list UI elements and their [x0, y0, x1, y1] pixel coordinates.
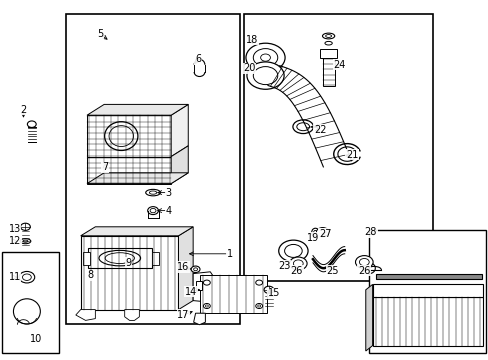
- Polygon shape: [87, 157, 171, 184]
- Polygon shape: [195, 281, 202, 290]
- Polygon shape: [124, 310, 139, 320]
- Bar: [368, 230, 485, 353]
- Text: 2: 2: [20, 105, 26, 115]
- Text: 18: 18: [245, 35, 258, 45]
- Polygon shape: [320, 49, 337, 58]
- Ellipse shape: [322, 33, 334, 39]
- Text: 23: 23: [278, 261, 290, 271]
- Text: 8: 8: [87, 270, 93, 280]
- Polygon shape: [375, 274, 481, 279]
- Text: 11: 11: [8, 272, 21, 282]
- Ellipse shape: [292, 120, 313, 134]
- Bar: [66, 14, 239, 324]
- Text: 25: 25: [325, 266, 338, 276]
- Polygon shape: [322, 58, 334, 86]
- Ellipse shape: [20, 239, 31, 244]
- Ellipse shape: [264, 286, 273, 293]
- Text: 26: 26: [357, 266, 370, 276]
- Polygon shape: [81, 236, 178, 310]
- Ellipse shape: [145, 189, 160, 196]
- Text: 16: 16: [177, 262, 189, 272]
- Polygon shape: [171, 146, 188, 184]
- Polygon shape: [372, 284, 482, 297]
- Ellipse shape: [147, 207, 158, 215]
- Ellipse shape: [104, 122, 138, 150]
- Text: 12: 12: [8, 236, 21, 246]
- Polygon shape: [87, 173, 188, 184]
- Polygon shape: [81, 227, 193, 236]
- Text: 3: 3: [165, 188, 171, 198]
- Circle shape: [316, 228, 328, 237]
- Polygon shape: [199, 275, 266, 313]
- Polygon shape: [87, 104, 188, 115]
- Text: 26: 26: [290, 266, 303, 276]
- Text: 21: 21: [345, 150, 358, 160]
- Polygon shape: [87, 115, 171, 157]
- Ellipse shape: [255, 280, 262, 285]
- Text: 20: 20: [243, 63, 255, 73]
- Ellipse shape: [203, 280, 210, 285]
- Text: 1: 1: [226, 249, 232, 259]
- Text: 15: 15: [267, 288, 280, 298]
- Text: 22: 22: [313, 125, 326, 135]
- Bar: [2, 252, 59, 353]
- Text: 6: 6: [195, 54, 201, 64]
- Ellipse shape: [191, 266, 200, 273]
- Polygon shape: [193, 313, 205, 325]
- Text: 24: 24: [333, 60, 346, 70]
- Polygon shape: [171, 104, 188, 157]
- Ellipse shape: [27, 121, 36, 127]
- Polygon shape: [88, 248, 151, 268]
- Polygon shape: [372, 297, 482, 346]
- Text: 14: 14: [184, 287, 197, 297]
- Polygon shape: [193, 272, 212, 302]
- Ellipse shape: [311, 228, 319, 236]
- Polygon shape: [178, 227, 193, 310]
- Polygon shape: [151, 252, 159, 265]
- Text: 5: 5: [97, 29, 103, 39]
- Text: 10: 10: [29, 334, 42, 344]
- Polygon shape: [365, 284, 372, 351]
- Circle shape: [289, 257, 306, 270]
- Ellipse shape: [20, 223, 30, 230]
- Ellipse shape: [255, 303, 262, 309]
- Text: 27: 27: [318, 229, 331, 239]
- Circle shape: [246, 62, 284, 89]
- Circle shape: [278, 240, 307, 262]
- Polygon shape: [83, 252, 90, 265]
- Ellipse shape: [324, 41, 332, 45]
- Text: 19: 19: [306, 233, 319, 243]
- Circle shape: [245, 43, 285, 72]
- Text: 13: 13: [8, 224, 21, 234]
- Ellipse shape: [99, 251, 141, 266]
- Polygon shape: [76, 310, 95, 320]
- Text: 17: 17: [177, 310, 189, 320]
- Text: 28: 28: [364, 227, 376, 237]
- Text: 4: 4: [165, 206, 171, 216]
- Bar: [244, 14, 432, 281]
- Text: 7: 7: [102, 162, 108, 172]
- Ellipse shape: [203, 303, 210, 309]
- Text: 9: 9: [125, 258, 131, 268]
- Ellipse shape: [19, 271, 35, 283]
- Circle shape: [355, 256, 372, 269]
